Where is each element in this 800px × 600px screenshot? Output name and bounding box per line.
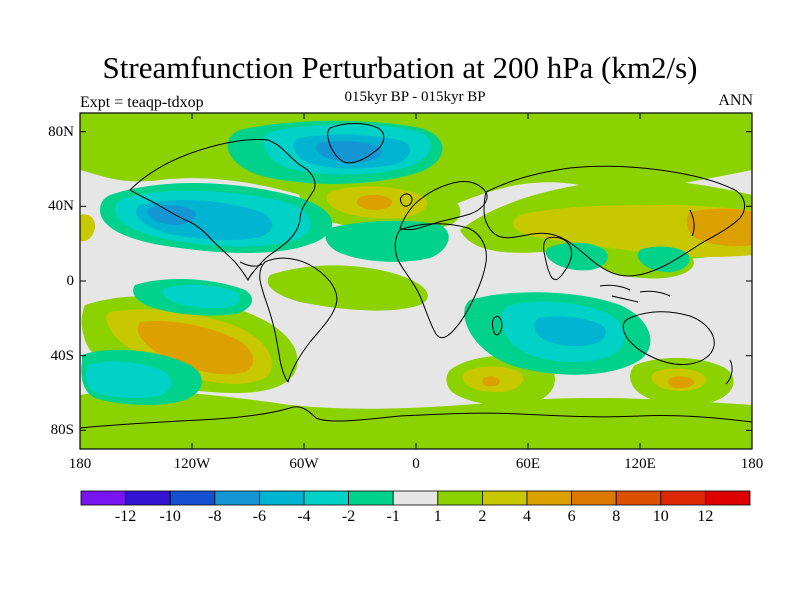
colorbar-level-label: 1 bbox=[433, 508, 442, 525]
colorbar-swatch bbox=[80, 490, 126, 506]
coast-greenland bbox=[327, 123, 385, 164]
axis-ticks bbox=[79, 113, 753, 449]
coast-africa bbox=[394, 223, 487, 339]
colorbar-level-label: -10 bbox=[159, 508, 181, 525]
lon-tick-label: 120W bbox=[173, 456, 211, 472]
colorbar-level-label: 8 bbox=[612, 508, 621, 525]
tropical-atlantic-green bbox=[267, 265, 428, 311]
colorbar-level-label: -8 bbox=[208, 508, 222, 525]
atlantic-equatorial-green-neg bbox=[325, 220, 449, 262]
figure-subtitle: 015kyr BP - 015kyr BP bbox=[344, 89, 486, 105]
colorbar-level-label: 4 bbox=[523, 508, 531, 525]
bottom-green-band bbox=[80, 390, 752, 449]
pacific-dateline-yellow bbox=[80, 214, 96, 242]
orange-band-group bbox=[138, 194, 752, 389]
coast-antarctica bbox=[80, 406, 752, 429]
colorbar-swatch bbox=[303, 490, 349, 506]
coast-australia bbox=[622, 311, 715, 365]
lat-tick-label: 80S bbox=[50, 422, 74, 439]
colorbar bbox=[80, 490, 751, 506]
north-america-core bbox=[147, 205, 196, 225]
colorbar-swatch bbox=[481, 490, 528, 506]
south-pacific-orange bbox=[138, 320, 254, 375]
colorbar-swatch bbox=[660, 490, 706, 506]
coast-south-america bbox=[259, 257, 338, 384]
southwest-pacific-orange-dot bbox=[668, 376, 695, 389]
coastlines bbox=[80, 123, 752, 429]
colorbar-level-label: 10 bbox=[652, 508, 669, 525]
colorbar-swatch bbox=[169, 490, 216, 506]
lat-tick-label: 40S bbox=[50, 347, 74, 364]
lat-tick-label: 80N bbox=[48, 123, 74, 140]
lon-tick-label: 180 bbox=[740, 456, 764, 472]
colorbar-level-label: -1 bbox=[386, 508, 400, 525]
coast-india bbox=[543, 236, 573, 281]
season-label: ANN bbox=[718, 92, 753, 109]
lon-tick-label: 60E bbox=[515, 456, 541, 472]
lat-tick-label: 40N bbox=[48, 198, 74, 215]
colorbar-level-label: 6 bbox=[567, 508, 576, 525]
coast-japan bbox=[689, 209, 695, 237]
colorbar-swatch bbox=[526, 490, 572, 506]
colorbar-swatch bbox=[437, 490, 483, 506]
colorbar-level-label: 2 bbox=[478, 508, 487, 525]
coast-indonesia bbox=[599, 284, 671, 303]
east-asia-green-neg bbox=[545, 242, 608, 271]
south-atlantic-orange-dot bbox=[482, 376, 500, 387]
north-atlantic-orange bbox=[356, 194, 393, 210]
colorbar-swatch bbox=[392, 490, 439, 506]
colorbar-level-label: 12 bbox=[697, 508, 714, 525]
lon-tick-label: 180 bbox=[68, 456, 92, 472]
coast-central-america bbox=[239, 261, 263, 267]
indian-ocean-blue bbox=[534, 316, 606, 347]
colorbar-level-label: -2 bbox=[341, 508, 356, 525]
lat-tick-label: 0 bbox=[66, 273, 75, 289]
coast-uk bbox=[400, 193, 413, 207]
lon-tick-label: 60W bbox=[289, 456, 319, 472]
colorbar-swatch bbox=[571, 490, 617, 506]
coast-north-america bbox=[129, 139, 316, 282]
west-pacific-orange bbox=[686, 208, 752, 247]
colorbar-swatch bbox=[125, 490, 171, 506]
coast-madagascar bbox=[492, 315, 503, 336]
lon-tick-label: 0 bbox=[412, 456, 420, 472]
coast-asia bbox=[483, 165, 746, 277]
colorbar-swatch bbox=[348, 490, 394, 506]
colorbar-level-label: -6 bbox=[252, 508, 267, 525]
colorbar-level-label: -12 bbox=[114, 508, 137, 525]
lon-tick-label: 120E bbox=[624, 456, 656, 472]
arctic-core bbox=[316, 140, 382, 163]
west-pacific-tropical-green-neg bbox=[637, 246, 690, 273]
coast-new-zealand bbox=[725, 359, 733, 385]
contour-field bbox=[80, 113, 752, 449]
negative-core-group bbox=[147, 140, 382, 225]
colorbar-swatch bbox=[705, 490, 751, 506]
south-pacific-cyan bbox=[85, 361, 172, 399]
tropical-pacific-cyan bbox=[162, 284, 240, 309]
experiment-label: Expt = teaqp-tdxop bbox=[80, 94, 204, 111]
colorbar-swatch bbox=[258, 490, 305, 506]
colorbar-swatch bbox=[214, 490, 260, 506]
colorbar-swatch bbox=[615, 490, 662, 506]
colorbar-level-label: -4 bbox=[297, 508, 311, 525]
figure-title: Streamfunction Perturbation at 200 hPa (… bbox=[102, 50, 698, 85]
